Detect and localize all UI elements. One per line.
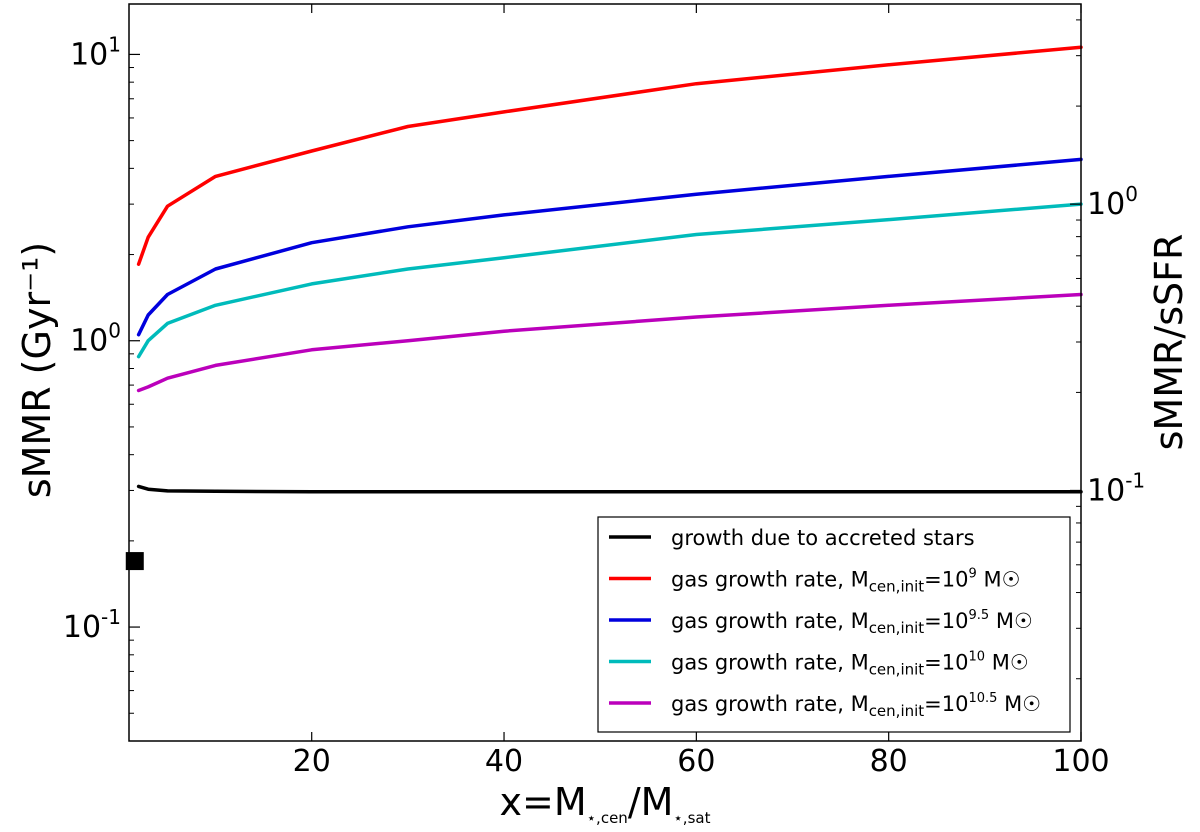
y-tick-label-right-0: 10-1 xyxy=(1087,468,1145,508)
y-axis-label-right: sMMR/sSFR xyxy=(1147,234,1191,451)
y-axis-right-ticks: 10-1 100 xyxy=(1070,182,1145,508)
y-axis-label-left: sMMR (Gyr⁻¹) xyxy=(15,242,59,498)
legend-label-1: gas growth rate, Mcen,init=109 M☉ xyxy=(671,567,1020,596)
legend-label-2: gas growth rate, Mcen,init=109.5 M☉ xyxy=(671,608,1033,637)
y-axis-left-ticks: 10-1 100 101 xyxy=(63,32,140,645)
y-tick-label-left-2: 101 xyxy=(70,32,121,72)
x-axis-ticks: 20 40 60 80 100 xyxy=(293,4,1110,779)
series-line-2 xyxy=(136,157,1083,337)
y-tick-label-left-0: 10-1 xyxy=(63,605,121,645)
marker-layer xyxy=(125,552,144,571)
x-tick-label-20: 20 xyxy=(293,744,331,779)
y-tick-label-left-1: 100 xyxy=(70,319,121,359)
y-tick-label-right-1: 100 xyxy=(1087,182,1138,222)
legend-label-4: gas growth rate, Mcen,init=1010.5 M☉ xyxy=(671,691,1041,720)
legend: growth due to accreted stars gas growth r… xyxy=(597,516,1071,733)
series-layer xyxy=(136,45,1083,494)
series-line-1 xyxy=(136,45,1083,266)
x-tick-label-80: 80 xyxy=(870,744,908,779)
x-axis-label: x=M⋆,cen/M⋆,sat xyxy=(500,780,711,827)
series-line-4 xyxy=(136,292,1083,393)
legend-label-3: gas growth rate, Mcen,init=1010 M☉ xyxy=(671,650,1029,679)
x-tick-label-40: 40 xyxy=(485,744,523,779)
minor-ticks xyxy=(129,19,1081,714)
legend-label-0: growth due to accreted stars xyxy=(671,526,975,550)
data-marker-0 xyxy=(125,552,144,571)
plot-frame xyxy=(128,3,1082,742)
legend-box xyxy=(597,516,1071,733)
series-line-0 xyxy=(136,484,1083,494)
series-line-3 xyxy=(136,202,1083,359)
x-tick-label-100: 100 xyxy=(1052,744,1109,779)
x-tick-label-60: 60 xyxy=(677,744,715,779)
